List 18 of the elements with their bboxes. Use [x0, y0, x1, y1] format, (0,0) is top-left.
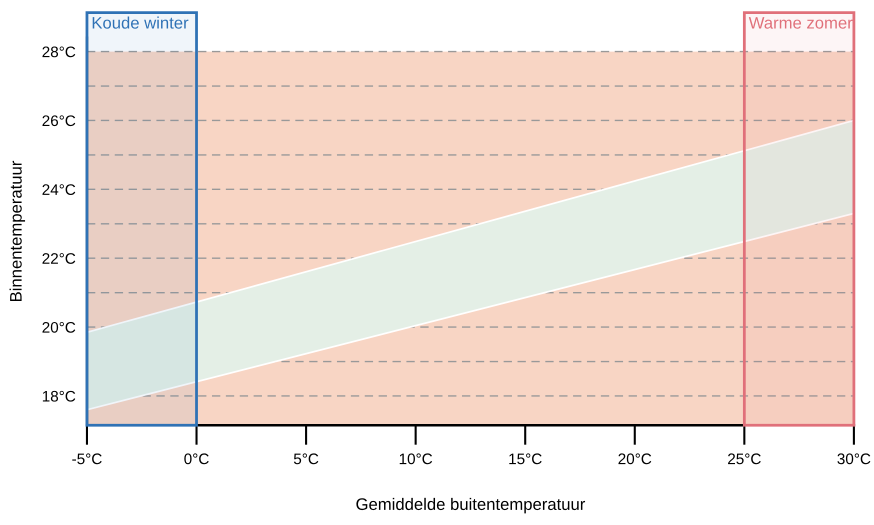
y-tick-label: 24°C: [42, 184, 76, 196]
y-tick-label: 18°C: [42, 390, 76, 402]
y-tick-label: 26°C: [42, 115, 76, 126]
band-label: Koude winter: [92, 16, 188, 29]
x-tick-label: 0°C: [184, 453, 209, 464]
y-tick-label: 22°C: [42, 253, 76, 264]
x-tick-label: 20°C: [618, 453, 652, 464]
x-tick-label: 5°C: [294, 453, 318, 464]
x-tick-label: 15°C: [509, 453, 542, 464]
y-tick-label: 20°C: [42, 322, 76, 333]
x-tick-label: 25°C: [728, 453, 761, 464]
band-label: Warme zomer: [748, 17, 852, 29]
x-tick-label: 30°C: [837, 453, 870, 464]
y-axis-title: Binnentemperatuur: [10, 160, 26, 302]
x-tick-label: 10°C: [400, 453, 432, 464]
x-axis-title: Gemiddelde buitentemperatuur: [356, 498, 586, 514]
y-tick-label: 28°C: [42, 46, 76, 58]
x-tick-label: -5°C: [72, 453, 102, 464]
